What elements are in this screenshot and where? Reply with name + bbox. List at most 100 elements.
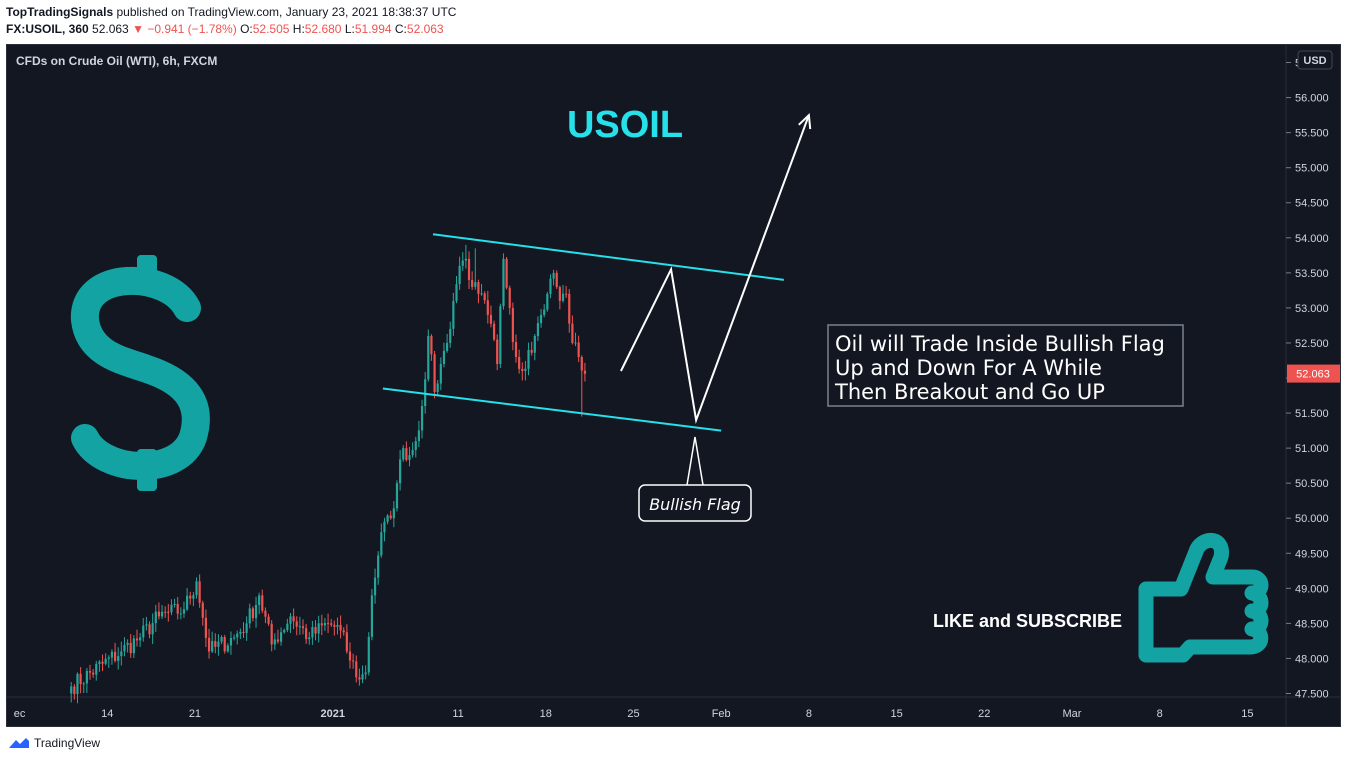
candle-body (508, 287, 511, 308)
thumbs-up-icon (1138, 533, 1269, 663)
candle-body (333, 624, 336, 627)
candle-body (445, 342, 449, 351)
candle-body (489, 314, 493, 324)
candle-body (148, 624, 151, 635)
candle-body (380, 532, 383, 556)
candle-body (364, 672, 367, 675)
x-tick-label: 18 (540, 708, 552, 720)
projection-arrowhead (798, 112, 812, 130)
candle-body (355, 661, 358, 678)
callout-box[interactable] (638, 484, 752, 522)
candle-body (518, 356, 521, 369)
candle-body (264, 610, 267, 617)
candle-body (339, 624, 342, 631)
candle-body (145, 624, 148, 626)
candle-body (301, 626, 305, 629)
candle-body (580, 356, 583, 371)
candle-body (467, 258, 471, 280)
candle-body (270, 623, 273, 645)
high-label: H: (292, 22, 305, 36)
price-chart[interactable]: CFDs on Crude Oil (WTI), 6h, FXCM 56.500… (6, 44, 1341, 727)
candle-body (154, 611, 157, 624)
low-label: L: (344, 22, 355, 36)
x-tick-label: 22 (978, 708, 990, 720)
candle-body (98, 661, 101, 665)
candle-body (245, 623, 248, 633)
candle-body (471, 279, 474, 287)
upper-channel-line (432, 233, 784, 281)
candle-body (411, 449, 414, 456)
close-value: 52.063 (406, 22, 444, 36)
candle-body (254, 604, 258, 619)
candle-body (521, 368, 524, 371)
candle-body (514, 342, 518, 357)
published-text: published on TradingView.com, January 23… (116, 5, 457, 19)
candle-body (455, 284, 458, 301)
x-tick-label: 15 (890, 708, 902, 720)
candle-body (546, 293, 549, 310)
y-tick-label: 56.000 (1295, 93, 1329, 105)
y-tick-label: 55.500 (1295, 128, 1329, 140)
candle-body (377, 555, 380, 578)
candle-body (88, 671, 92, 673)
y-tick-label: 48.000 (1295, 653, 1329, 665)
candle-body (204, 617, 208, 638)
candle-body (461, 260, 464, 266)
candle-body (395, 483, 399, 509)
author-name[interactable]: TopTradingSignals (6, 5, 114, 19)
footer-brand[interactable]: TradingView (34, 736, 101, 750)
candle-body (574, 342, 577, 344)
candle-body (402, 448, 405, 460)
candle-body (195, 581, 198, 596)
candle-body (552, 272, 555, 279)
candle-body (417, 430, 421, 442)
lower-channel-line (382, 387, 722, 432)
candle-body (132, 638, 135, 654)
y-tick-label: 54.500 (1295, 198, 1329, 210)
candle-body (568, 293, 571, 324)
candle-body (530, 349, 533, 353)
candle-body (539, 314, 543, 324)
candle-body (286, 623, 289, 630)
note-line-2: Up and Down For A While (835, 356, 1102, 380)
candle-body (273, 639, 276, 645)
chart-canvas[interactable]: CFDs on Crude Oil (WTI), 6h, FXCM 56.500… (7, 45, 1340, 726)
candle-body (433, 354, 436, 393)
candle-body (505, 258, 508, 288)
last-price: 52.063 (92, 22, 129, 36)
tradingview-logo-icon[interactable] (8, 736, 30, 750)
candle-body (320, 623, 323, 626)
candle-body (211, 641, 214, 652)
note-line-1: Oil will Trade Inside Bullish Flag (835, 332, 1165, 356)
y-tick-label: 53.500 (1295, 268, 1329, 280)
note-box[interactable] (827, 324, 1184, 407)
candle-body (126, 642, 129, 646)
candle-body (110, 651, 114, 658)
y-tick-label: 51.500 (1295, 408, 1329, 420)
candle-body (330, 623, 333, 625)
candle-body (326, 623, 330, 625)
candle-body (558, 287, 561, 301)
candle-body (308, 637, 311, 640)
candle-body (164, 611, 167, 613)
footer: TradingView (8, 736, 100, 750)
candle-body (571, 323, 574, 343)
currency-box[interactable] (1297, 50, 1333, 70)
y-tick-label: 52.500 (1295, 338, 1329, 350)
x-tick-label: 25 (627, 708, 639, 720)
x-tick-label: Feb (712, 708, 731, 720)
open-value: 52.505 (252, 22, 290, 36)
publish-info: TopTradingSignals published on TradingVi… (6, 5, 456, 19)
candle-body (480, 293, 483, 295)
y-tick-label: 49.500 (1295, 548, 1329, 560)
candle-body (314, 627, 317, 634)
candle-body (342, 630, 345, 633)
candle-body (101, 661, 104, 664)
candle-body (76, 673, 79, 695)
candle-body (135, 638, 139, 641)
candle-body (142, 625, 145, 638)
candle-body (439, 363, 442, 384)
candle-body (323, 623, 327, 626)
candle-body (414, 441, 417, 450)
callout-text: Bullish Flag (649, 495, 741, 514)
